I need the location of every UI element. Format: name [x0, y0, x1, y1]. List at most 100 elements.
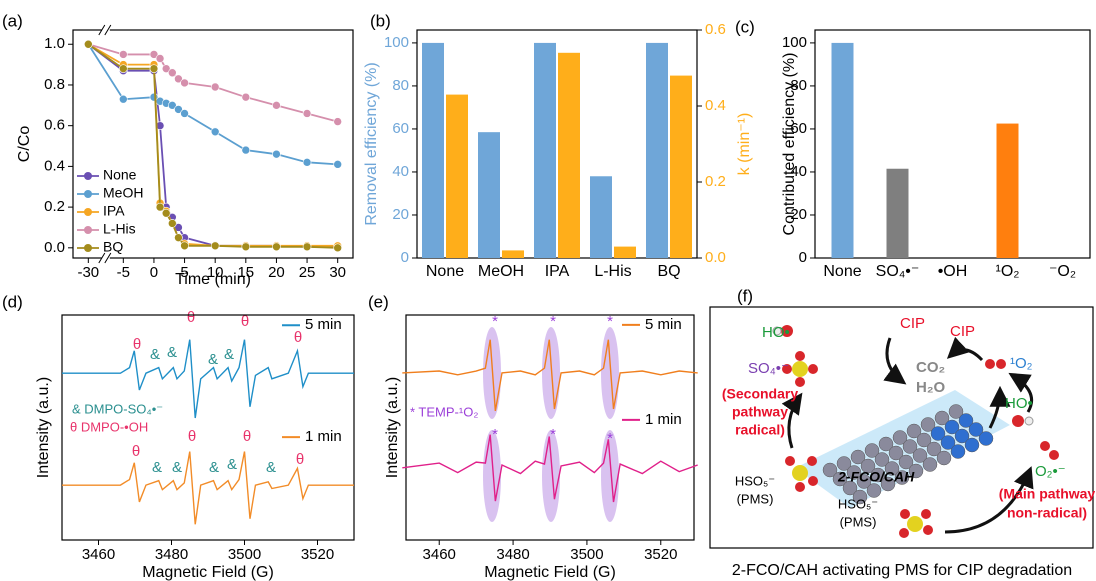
x-tick-label: 3520 [644, 546, 677, 563]
atom [836, 456, 852, 471]
panel-label: (d) [2, 292, 23, 311]
arrow [883, 337, 907, 385]
atom [792, 361, 808, 377]
panel-label: (b) [370, 11, 391, 30]
point [174, 233, 183, 242]
arrow [781, 392, 803, 449]
x-tick-label: None [823, 263, 861, 280]
atom [916, 432, 932, 448]
atom [850, 449, 866, 465]
atom [1040, 441, 1050, 451]
atom [958, 413, 974, 428]
x-tick-label: 20 [268, 264, 285, 281]
x-tick-label: 3460 [82, 546, 115, 563]
point [155, 54, 165, 63]
atom [808, 476, 818, 486]
panel-label: (f) [737, 286, 753, 305]
peak-marker: θ [243, 428, 251, 445]
highlight [542, 430, 560, 522]
peak-marker: θ [187, 309, 195, 326]
series-line [87, 43, 338, 249]
point [333, 117, 342, 126]
x-tick-label: 3500 [570, 546, 603, 563]
species-label: HSO₅⁻ [838, 496, 878, 511]
e-annotations: * * * * * * * TEMP-¹O₂ [410, 313, 619, 522]
point [174, 105, 183, 114]
axis-break [101, 28, 110, 32]
atom [926, 441, 942, 457]
y-axis-title: Removal efficiency (%) [363, 62, 380, 225]
y-axis-title: Intensity (a.u.) [384, 377, 401, 478]
atom [964, 437, 980, 453]
species-label: CIP [900, 315, 925, 332]
point [168, 101, 177, 110]
legend-marker [84, 244, 92, 252]
legend-marker [84, 208, 92, 216]
point [161, 208, 171, 218]
y2-tick-label: 0.0 [705, 249, 726, 266]
species-label: (PMS) [737, 491, 774, 506]
plot-frame [416, 29, 698, 259]
atom [781, 325, 793, 337]
panel-label: (c) [735, 17, 755, 36]
bar [670, 75, 692, 258]
atom [866, 483, 882, 498]
point [168, 68, 177, 78]
atom [1049, 450, 1059, 460]
peak-marker: θ [133, 336, 141, 353]
atom [880, 476, 896, 492]
y2-tick-label: 0.6 [705, 21, 726, 38]
peak-marker: θ [188, 428, 196, 445]
y-axis-title: Contributed efficiency (%) [781, 53, 798, 236]
species-label: O₂•⁻ [1035, 463, 1066, 480]
atom [1024, 416, 1034, 426]
legend-label: 1 min [305, 428, 342, 445]
axis-break [98, 252, 106, 264]
highlight [483, 430, 501, 522]
x-tick-label: SO₄•⁻ [876, 263, 920, 280]
plot-frame [72, 29, 354, 259]
atom [902, 439, 918, 454]
series-line [402, 339, 698, 412]
x-axis-title: Magnetic Field (G) [142, 564, 274, 581]
x-tick-label: •OH [938, 263, 968, 280]
peak-marker: θ [294, 329, 302, 346]
point [174, 74, 183, 84]
axis-break [98, 24, 106, 36]
atom [930, 426, 946, 441]
pathway-label: radical) [735, 422, 785, 438]
legend-marker [84, 172, 92, 180]
x-tick-label: 3480 [496, 546, 529, 563]
point [161, 64, 171, 73]
x-tick-label: 3520 [301, 546, 334, 563]
plot-frame [814, 29, 1091, 259]
atom [884, 461, 900, 476]
atom [920, 417, 936, 432]
bar [478, 132, 500, 258]
axis-break [104, 24, 112, 36]
point [241, 92, 251, 102]
point [180, 241, 189, 251]
atom [921, 509, 931, 519]
x-axis-title: Magnetic Field (G) [484, 564, 616, 581]
atom [908, 463, 924, 479]
x-tick-label: MeOH [478, 263, 524, 280]
species-label: HSO₅⁻ [735, 473, 775, 488]
atom [795, 482, 805, 492]
diagram-frame [709, 306, 1094, 549]
bar [502, 250, 524, 258]
note: * TEMP-¹O₂ [410, 404, 478, 419]
peak-marker: θ [241, 313, 249, 330]
species-label: ¹O₂ [1010, 355, 1033, 372]
x-tick-label: 25 [299, 264, 316, 281]
legend-marker [84, 226, 92, 234]
atom [907, 516, 923, 532]
atom [996, 359, 1006, 369]
series-line [87, 43, 338, 248]
y-tick-label: 40 [790, 163, 807, 180]
atom [846, 465, 862, 480]
bar [996, 123, 1019, 258]
atom [948, 404, 964, 419]
peak-marker: & [209, 459, 219, 476]
point [272, 242, 281, 252]
